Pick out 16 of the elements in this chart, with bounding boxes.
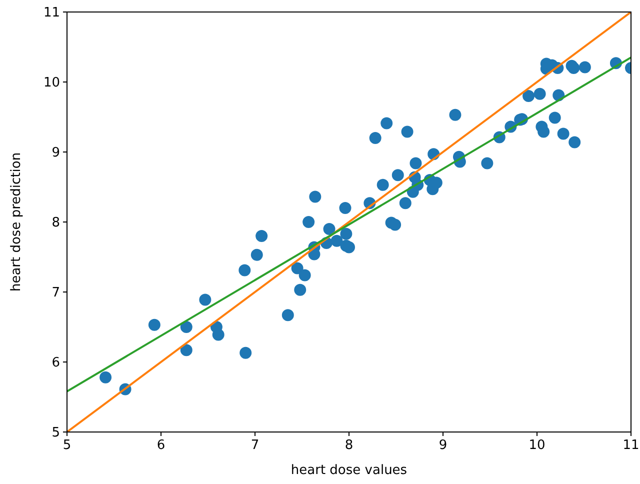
x-tick-label: 8 xyxy=(344,438,354,453)
x-tick-label: 10 xyxy=(528,438,546,453)
y-tick-label: 7 xyxy=(52,286,60,301)
x-tick-label: 6 xyxy=(156,438,166,453)
y-tick-label: 5 xyxy=(52,426,60,441)
y-tick-label: 10 xyxy=(43,76,60,91)
y-tick-label: 8 xyxy=(52,216,60,231)
y-tick-label: 11 xyxy=(43,6,60,21)
y-axis-title: heart dose prediction xyxy=(9,152,24,292)
x-tick-label: 7 xyxy=(250,438,260,453)
y-tick-label: 6 xyxy=(52,356,60,371)
y-tick-label: 9 xyxy=(52,146,60,161)
x-tick-label: 5 xyxy=(62,438,72,453)
x-tick-label: 11 xyxy=(622,438,640,453)
x-tick-label: 9 xyxy=(438,438,448,453)
x-axis-title: heart dose values xyxy=(290,463,408,478)
